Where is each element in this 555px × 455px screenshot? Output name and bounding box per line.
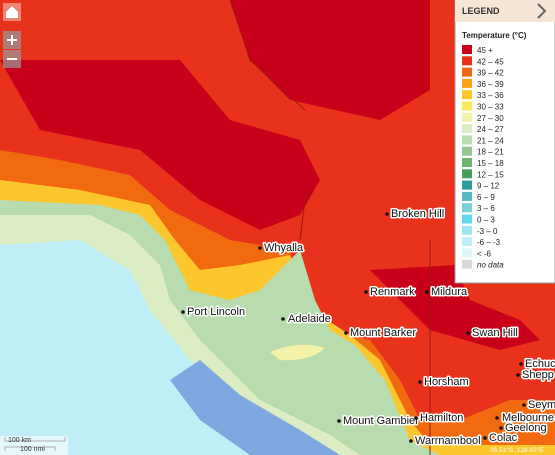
legend-label: no data — [477, 261, 504, 270]
place-marker — [519, 362, 523, 366]
legend-swatch — [462, 225, 472, 235]
place-marker — [516, 373, 520, 377]
legend-label: 0 – 3 — [477, 216, 495, 225]
scale-km: 100 km — [8, 437, 31, 444]
legend-header — [455, 0, 555, 22]
place-label: Echuca — [525, 358, 555, 370]
legend-swatch — [462, 158, 472, 167]
legend-label: 9 – 12 — [477, 182, 500, 191]
legend-label: 24 – 27 — [477, 125, 504, 134]
legend-swatch — [462, 259, 472, 269]
place-label: Horsham — [424, 376, 469, 388]
place-label: Warrnambool — [415, 435, 481, 447]
place-label: Melbourne — [502, 412, 554, 424]
zoom-controls — [3, 3, 21, 68]
place-marker — [495, 416, 499, 420]
legend-label: -6 – -3 — [477, 238, 501, 247]
legend-label: 18 – 21 — [477, 148, 504, 157]
region-extreme — [370, 265, 540, 350]
legend-swatch — [462, 203, 472, 213]
legend-label: 3 – 6 — [477, 204, 495, 213]
place-marker — [483, 436, 487, 440]
legend-swatch — [462, 56, 472, 66]
place-marker — [466, 331, 470, 335]
legend-swatch — [462, 78, 472, 88]
place-label: Port Lincoln — [187, 306, 245, 318]
region-extreme — [0, 0, 430, 230]
legend-toggle[interactable] — [537, 3, 547, 19]
place-marker — [414, 416, 418, 420]
legend-swatch — [462, 191, 472, 201]
place-label: Geelong — [505, 422, 547, 434]
place-marker — [344, 331, 348, 335]
legend-swatch — [462, 101, 472, 111]
legend-swatch — [462, 248, 472, 258]
place-label: Mount Barker — [350, 327, 416, 339]
kangaroo-island — [270, 344, 325, 361]
legend-title: Temperature (°C) — [462, 31, 527, 40]
legend-swatch — [462, 237, 472, 247]
place-marker — [364, 290, 368, 294]
legend-swatch — [462, 169, 472, 179]
legend-label: 39 – 42 — [477, 69, 504, 78]
legend-swatch — [462, 135, 472, 145]
zoom-icons — [7, 35, 17, 60]
place-marker — [499, 426, 503, 430]
scale-bg — [0, 436, 68, 455]
legend-label: -3 – 0 — [477, 227, 498, 236]
place-marker — [409, 439, 413, 443]
legend-label: 45 + — [477, 46, 493, 55]
legend-label: 30 – 33 — [477, 103, 504, 112]
legend-label: 15 – 18 — [477, 159, 504, 168]
legend-label: 36 – 39 — [477, 80, 504, 89]
place-label: Seym — [528, 399, 555, 411]
place-label: Mildura — [431, 286, 468, 298]
legend-swatch — [462, 146, 472, 156]
legend-label: 21 – 24 — [477, 136, 504, 145]
coordinates: 26.51°S, 128.62°E — [490, 446, 544, 454]
place-label: Mount Gambier — [343, 415, 419, 427]
place-label: Adelaide — [288, 313, 331, 325]
place-label: Shepp — [522, 369, 554, 381]
legend-label: < -6 — [477, 249, 492, 258]
place-marker — [522, 403, 526, 407]
place-label: Whyalla — [264, 242, 304, 254]
place-label: Hamilton — [420, 412, 463, 424]
legend-swatch — [462, 112, 472, 122]
place-label: Renmark — [370, 286, 415, 298]
legend-header-text: LEGEND — [462, 6, 500, 16]
place-label: Colac — [489, 432, 518, 444]
place-marker — [418, 380, 422, 384]
legend-label: 42 – 45 — [477, 57, 504, 66]
legend-label: 33 – 36 — [477, 91, 504, 100]
place-marker — [258, 246, 262, 250]
legend-swatch — [462, 45, 472, 54]
place-label: Broken Hill — [391, 208, 444, 220]
place-label: Swan Hill — [472, 327, 518, 339]
legend-label: 6 – 9 — [477, 193, 495, 202]
place-marker — [181, 310, 185, 314]
place-marker — [337, 419, 341, 423]
place-marker — [385, 212, 389, 216]
legend-swatch — [462, 90, 472, 100]
legend-swatch — [462, 180, 472, 190]
legend-label: 12 – 15 — [477, 170, 504, 179]
legend-swatch — [462, 67, 472, 77]
legend-swatch — [462, 214, 472, 224]
legend-swatch — [462, 124, 472, 134]
legend-label: 27 – 30 — [477, 114, 504, 123]
place-marker — [425, 290, 429, 294]
scale-nmi: 100 nmi — [20, 446, 45, 453]
sea-blue — [170, 360, 340, 455]
boundary — [229, 0, 431, 455]
home-icon — [6, 6, 18, 18]
place-marker — [281, 317, 285, 321]
